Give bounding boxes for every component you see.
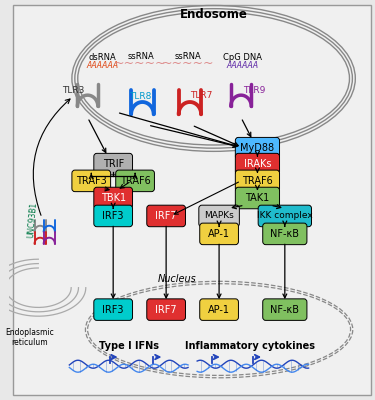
Text: TRAF3: TRAF3 (76, 176, 106, 186)
FancyBboxPatch shape (94, 205, 132, 227)
Text: IRF3: IRF3 (102, 211, 124, 221)
Text: CpG DNA: CpG DNA (223, 53, 262, 62)
FancyBboxPatch shape (263, 299, 307, 320)
FancyBboxPatch shape (236, 153, 279, 175)
Text: Nucleus: Nucleus (158, 274, 196, 284)
FancyBboxPatch shape (94, 153, 132, 175)
Text: Inflammatory cytokines: Inflammatory cytokines (185, 342, 315, 352)
Text: TAK1: TAK1 (245, 193, 270, 203)
Text: AAAAAA: AAAAAA (86, 62, 118, 70)
Text: AP-1: AP-1 (208, 229, 230, 239)
Text: dsRNA: dsRNA (88, 54, 116, 62)
Text: TRIF: TRIF (102, 159, 124, 169)
FancyBboxPatch shape (116, 170, 154, 192)
FancyBboxPatch shape (147, 299, 186, 320)
Text: MyD88: MyD88 (240, 143, 274, 153)
Text: TLR7: TLR7 (190, 91, 212, 100)
Text: TRAF6: TRAF6 (242, 176, 273, 186)
Text: Endoplasmic
reticulum: Endoplasmic reticulum (5, 328, 54, 347)
Text: IRF3: IRF3 (102, 305, 124, 315)
FancyBboxPatch shape (236, 187, 279, 209)
Text: TLR8: TLR8 (129, 92, 152, 101)
Text: AP-1: AP-1 (208, 305, 230, 315)
Text: TLR9: TLR9 (243, 86, 266, 95)
FancyBboxPatch shape (258, 205, 312, 227)
FancyBboxPatch shape (200, 299, 238, 320)
FancyBboxPatch shape (13, 5, 370, 395)
FancyBboxPatch shape (72, 170, 111, 192)
FancyBboxPatch shape (94, 299, 132, 320)
Text: IRF7: IRF7 (155, 305, 177, 315)
FancyBboxPatch shape (236, 170, 279, 192)
Text: ssRNA: ssRNA (127, 52, 154, 61)
FancyArrowPatch shape (33, 99, 70, 215)
Text: ~~~~~: ~~~~~ (114, 57, 166, 70)
Text: AAAAAA: AAAAAA (226, 61, 258, 70)
FancyBboxPatch shape (236, 138, 279, 159)
Text: TRAF6: TRAF6 (120, 176, 150, 186)
Text: MAPKs: MAPKs (204, 212, 234, 220)
FancyBboxPatch shape (94, 187, 132, 209)
Text: IRF7: IRF7 (155, 211, 177, 221)
Text: Endosome: Endosome (180, 8, 248, 21)
Text: NF-κB: NF-κB (270, 305, 299, 315)
Text: UNC93B1: UNC93B1 (27, 202, 39, 238)
Text: IKK complex: IKK complex (257, 212, 313, 220)
Text: ssRNA: ssRNA (175, 52, 201, 61)
FancyBboxPatch shape (147, 205, 186, 227)
Text: TLR3: TLR3 (62, 86, 84, 95)
Text: TBK1: TBK1 (100, 193, 126, 203)
Text: NF-κB: NF-κB (270, 229, 299, 239)
FancyBboxPatch shape (263, 223, 307, 245)
Text: IRAKs: IRAKs (244, 159, 271, 169)
FancyBboxPatch shape (199, 205, 239, 227)
FancyBboxPatch shape (200, 223, 238, 245)
Text: Type I IFNs: Type I IFNs (99, 342, 159, 352)
Text: ~~~~~: ~~~~~ (162, 57, 214, 70)
